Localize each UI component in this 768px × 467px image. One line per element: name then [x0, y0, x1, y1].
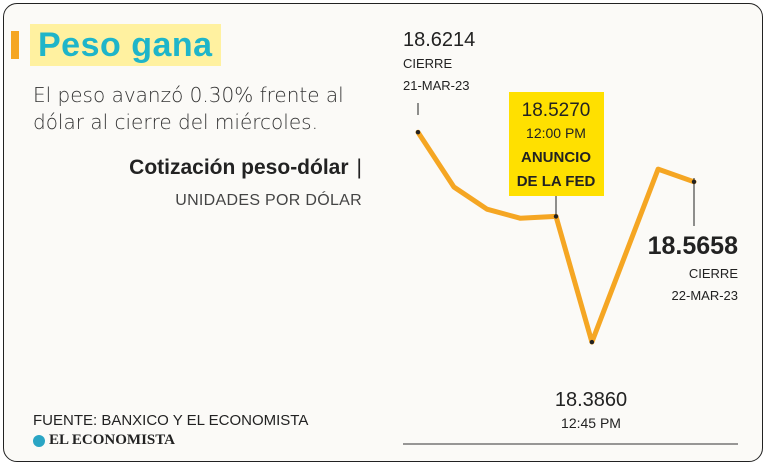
- fed-highlight-box: [509, 92, 604, 196]
- chart-title: Cotización peso-dólar: [129, 156, 349, 179]
- start-value-label: 18.6214: [403, 29, 475, 51]
- end-date-label: 22-MAR-23: [672, 288, 738, 303]
- start-date-label: 21-MAR-23: [403, 78, 469, 93]
- fed-label-anuncio: ANUNCIO: [521, 149, 591, 166]
- page-title: Peso gana: [38, 26, 213, 64]
- brand-name: EL ECONOMISTA: [49, 432, 175, 448]
- data-point-0: [415, 130, 421, 135]
- series-line: [415, 129, 697, 345]
- end-label-cierre: CIERRE: [689, 266, 738, 281]
- data-point-5: [589, 339, 595, 345]
- chart-title-row: Cotización peso-dólar |: [129, 156, 362, 180]
- min-time-label: 12:45 PM: [561, 415, 621, 431]
- fed-label-fed: DE LA FED: [517, 173, 596, 190]
- chart-units: UNIDADES POR DÓLAR: [175, 192, 362, 209]
- brand-icon: [33, 434, 45, 447]
- source-note: FUENTE: BANXICO Y EL ECONOMISTA: [33, 412, 309, 429]
- min-value-label: 18.3860: [555, 389, 627, 411]
- title-accent-bar: [11, 31, 19, 59]
- chart-title-separator: |: [356, 156, 362, 179]
- fed-time-label: 12:00 PM: [526, 125, 586, 141]
- subtitle: El peso avanzó 0.30% frente al dólar al …: [33, 83, 344, 134]
- title-highlight: Peso gana: [30, 24, 221, 66]
- fed-value-label: 18.5270: [522, 100, 591, 121]
- end-value-label: 18.5658: [648, 232, 738, 260]
- brand-logo: EL ECONOMISTA: [33, 432, 175, 449]
- start-label-cierre: CIERRE: [403, 56, 452, 71]
